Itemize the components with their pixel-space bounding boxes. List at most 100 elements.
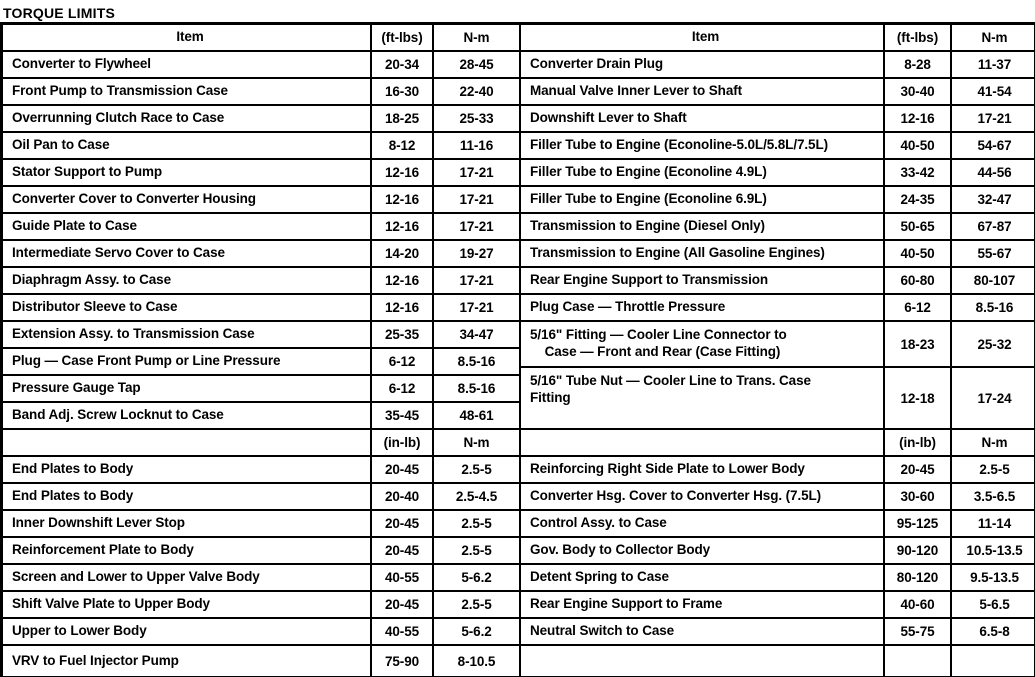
- torque-nm-cell: 34-47: [432, 320, 521, 349]
- item-cell: 5/16" Tube Nut — Cooler Line to Trans. C…: [521, 366, 885, 430]
- torque-nm-cell: 5-6.2: [432, 563, 521, 592]
- torque-limits-table: Item (ft-lbs) N-m Converter to Flywheel 2…: [0, 22, 1035, 677]
- table-row: Filler Tube to Engine (Econoline 4.9L) 33…: [521, 158, 1035, 187]
- item-cell: Plug Case — Throttle Pressure: [521, 293, 885, 322]
- torque-ftlbs-cell: 80-120: [883, 563, 952, 592]
- torque-ftlbs-cell: 12-18: [883, 366, 952, 430]
- table-row: Filler Tube to Engine (Econoline 6.9L) 24…: [521, 185, 1035, 214]
- torque-nm-cell: 17-21: [432, 185, 521, 214]
- table-row: Control Assy. to Case 95-125 11-14: [521, 509, 1035, 538]
- table-row: Converter Cover to Converter Housing 12-1…: [1, 185, 521, 214]
- item-cell: Transmission to Engine (All Gasoline Eng…: [521, 239, 885, 268]
- item-cell: Inner Downshift Lever Stop: [1, 509, 372, 538]
- table-row: Stator Support to Pump 12-16 17-21: [1, 158, 521, 187]
- item-cell: Extension Assy. to Transmission Case: [1, 320, 372, 349]
- table-row: Overrunning Clutch Race to Case 18-25 25-3…: [1, 104, 521, 133]
- torque-ftlbs-cell: 55-75: [883, 617, 952, 646]
- torque-nm-cell: 25-32: [950, 320, 1035, 368]
- torque-ftlbs-cell: 18-25: [370, 104, 434, 133]
- item-cell: Transmission to Engine (Diesel Only): [521, 212, 885, 241]
- item-cell: Converter Hsg. Cover to Converter Hsg. (…: [521, 482, 885, 511]
- torque-table-left: Item (ft-lbs) N-m Converter to Flywheel 2…: [1, 23, 521, 676]
- torque-nm-cell: 22-40: [432, 77, 521, 106]
- table-row: Plug — Case Front Pump or Line Pressure 6…: [1, 347, 521, 376]
- torque-ftlbs-cell: 20-45: [370, 590, 434, 619]
- page-title: TORQUE LIMITS: [3, 5, 116, 21]
- column-header-nm: N-m: [950, 23, 1035, 52]
- column-header-item: Item: [521, 23, 885, 52]
- item-cell: Intermediate Servo Cover to Case: [1, 239, 372, 268]
- item-cell: Rear Engine Support to Frame: [521, 590, 885, 619]
- torque-ftlbs-cell: 33-42: [883, 158, 952, 187]
- column-header-inlb: (in-lb): [370, 428, 434, 457]
- torque-nm-cell: 28-45: [432, 50, 521, 79]
- torque-nm-cell: 2.5-5: [432, 590, 521, 619]
- table-row: Screen and Lower to Upper Valve Body 40-5…: [1, 563, 521, 592]
- torque-ftlbs-cell: 20-45: [370, 455, 434, 484]
- column-header-item: Item: [1, 23, 372, 52]
- torque-ftlbs-cell: 95-125: [883, 509, 952, 538]
- torque-ftlbs-cell: 12-16: [370, 266, 434, 295]
- torque-nm-cell: 17-21: [432, 293, 521, 322]
- torque-nm-cell: 8.5-16: [950, 293, 1035, 322]
- item-cell: Guide Plate to Case: [1, 212, 372, 241]
- torque-ftlbs-cell: 30-60: [883, 482, 952, 511]
- torque-nm-cell: 8.5-16: [432, 374, 521, 403]
- torque-nm-cell: 17-21: [432, 212, 521, 241]
- item-cell: Band Adj. Screw Locknut to Case: [1, 401, 372, 430]
- table-row: Guide Plate to Case 12-16 17-21: [1, 212, 521, 241]
- torque-nm-cell: 19-27: [432, 239, 521, 268]
- table-row: Pressure Gauge Tap 6-12 8.5-16: [1, 374, 521, 403]
- torque-ftlbs-cell: 12-16: [883, 104, 952, 133]
- table-row: Transmission to Engine (All Gasoline Eng…: [521, 239, 1035, 268]
- torque-ftlbs-cell: 50-65: [883, 212, 952, 241]
- table-row: Intermediate Servo Cover to Case 14-20 19-…: [1, 239, 521, 268]
- header-row: Item (ft-lbs) N-m: [521, 23, 1035, 52]
- torque-nm-cell: 2.5-5: [432, 509, 521, 538]
- torque-nm-cell: 2.5-5: [432, 536, 521, 565]
- column-header-inlb: (in-lb): [883, 428, 952, 457]
- item-cell: Oil Pan to Case: [1, 131, 372, 160]
- item-cell: Overrunning Clutch Race to Case: [1, 104, 372, 133]
- table-row: Converter Drain Plug 8-28 11-37: [521, 50, 1035, 79]
- torque-ftlbs-cell: 14-20: [370, 239, 434, 268]
- torque-ftlbs-cell: 40-60: [883, 590, 952, 619]
- torque-nm-cell: 2.5-5: [950, 455, 1035, 484]
- torque-nm-cell: 11-14: [950, 509, 1035, 538]
- torque-ftlbs-cell: 12-16: [370, 212, 434, 241]
- table-row: Downshift Lever to Shaft 12-16 17-21: [521, 104, 1035, 133]
- subheader-row: (in-lb) N-m: [521, 428, 1035, 457]
- torque-nm-cell: 2.5-4.5: [432, 482, 521, 511]
- torque-nm-cell: 11-16: [432, 131, 521, 160]
- table-row: Oil Pan to Case 8-12 11-16: [1, 131, 521, 160]
- table-row: Filler Tube to Engine (Econoline-5.0L/5.…: [521, 131, 1035, 160]
- table-row: End Plates to Body 20-45 2.5-5: [1, 455, 521, 484]
- torque-ftlbs-cell: 18-23: [883, 320, 952, 368]
- table-row: Converter Hsg. Cover to Converter Hsg. (…: [521, 482, 1035, 511]
- table-row: Distributor Sleeve to Case 12-16 17-21: [1, 293, 521, 322]
- torque-ftlbs-cell: 25-35: [370, 320, 434, 349]
- table-row: Neutral Switch to Case 55-75 6.5-8: [521, 617, 1035, 646]
- torque-nm-cell: 17-21: [432, 266, 521, 295]
- torque-nm-cell: [950, 644, 1035, 676]
- item-cell: Gov. Body to Collector Body: [521, 536, 885, 565]
- column-header-ftlbs: (ft-lbs): [370, 23, 434, 52]
- table-row: Upper to Lower Body 40-55 5-6.2: [1, 617, 521, 646]
- torque-nm-cell: 44-56: [950, 158, 1035, 187]
- torque-ftlbs-cell: 90-120: [883, 536, 952, 565]
- table-row: [521, 644, 1035, 676]
- torque-nm-cell: 3.5-6.5: [950, 482, 1035, 511]
- torque-table-right: Item (ft-lbs) N-m Converter Drain Plug 8-…: [521, 23, 1035, 676]
- table-row: Reinforcement Plate to Body 20-45 2.5-5: [1, 536, 521, 565]
- torque-ftlbs-cell: 20-34: [370, 50, 434, 79]
- item-cell: Plug — Case Front Pump or Line Pressure: [1, 347, 372, 376]
- torque-nm-cell: 10.5-13.5: [950, 536, 1035, 565]
- table-row: Reinforcing Right Side Plate to Lower Bo…: [521, 455, 1035, 484]
- item-cell: Filler Tube to Engine (Econoline 4.9L): [521, 158, 885, 187]
- torque-ftlbs-cell: [883, 644, 952, 676]
- torque-nm-cell: 8.5-16: [432, 347, 521, 376]
- item-cell: Front Pump to Transmission Case: [1, 77, 372, 106]
- table-row: Shift Valve Plate to Upper Body 20-45 2.5-…: [1, 590, 521, 619]
- torque-ftlbs-cell: 24-35: [883, 185, 952, 214]
- item-cell: End Plates to Body: [1, 455, 372, 484]
